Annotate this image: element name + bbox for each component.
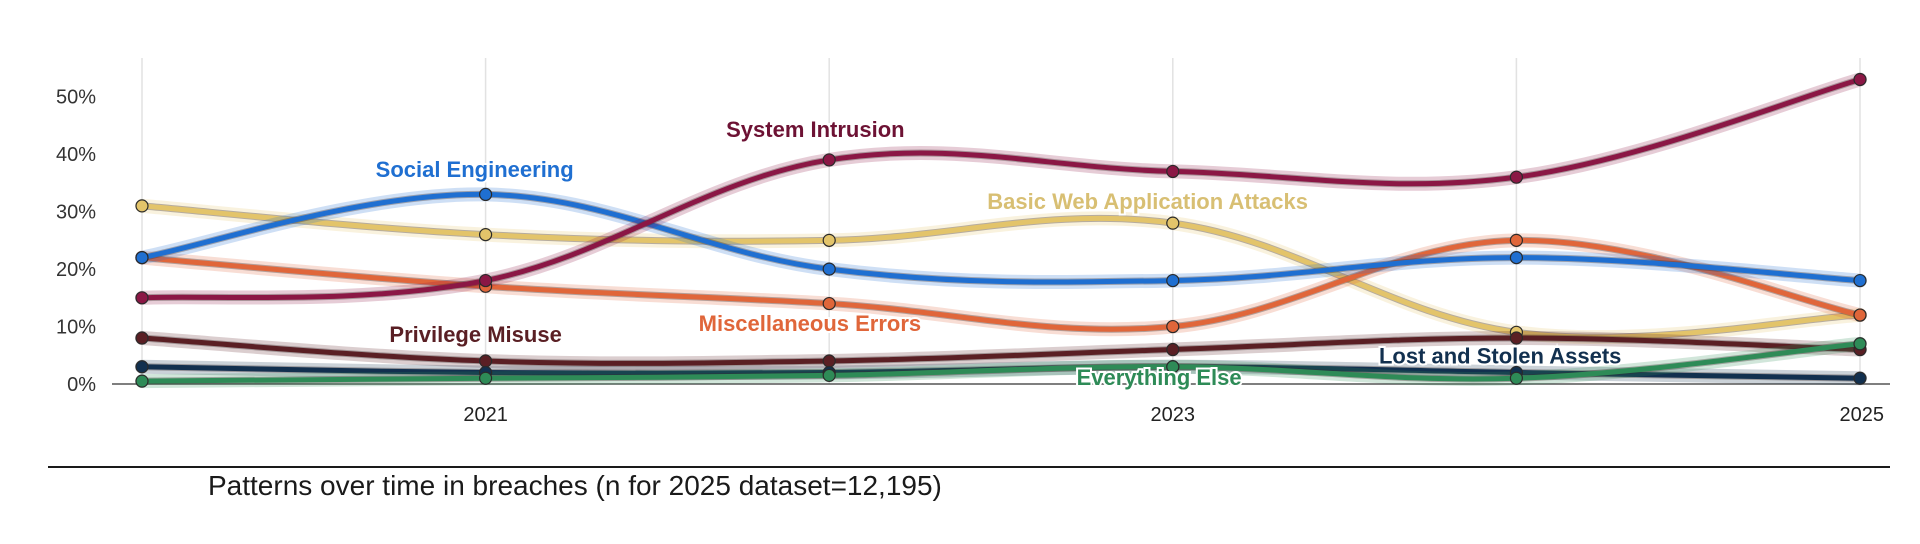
y-tick-label: 20% — [56, 259, 96, 281]
series-label-miscellaneous-errors: Miscellaneous Errors — [699, 311, 922, 336]
y-tick-label: 50% — [56, 87, 96, 109]
data-point-system-intrusion — [479, 273, 493, 288]
series-lines — [135, 72, 1867, 389]
x-tick-label: 2023 — [1151, 404, 1196, 426]
data-point-everything-else — [135, 374, 149, 388]
series-line-everything-else — [139, 341, 1863, 384]
data-point-privilege-misuse — [822, 354, 836, 368]
data-point-social-engineering — [479, 187, 493, 201]
y-axis: 0% 10% 20% 30% 40% 50% — [56, 87, 1890, 396]
data-point-privilege-misuse — [1166, 342, 1180, 357]
chart-caption: Patterns over time in breaches (n for 20… — [208, 470, 942, 501]
data-point-privilege-misuse — [479, 354, 493, 368]
data-point-privilege-misuse — [135, 331, 149, 345]
data-point-miscellaneous-errors — [1509, 233, 1524, 247]
data-point-social-engineering — [1509, 251, 1524, 265]
data-point-basic-web-application-attacks — [479, 228, 493, 242]
series-label-system-intrusion: System Intrusion — [726, 117, 904, 142]
data-point-miscellaneous-errors — [1853, 308, 1867, 322]
data-point-lost-and-stolen-assets — [1853, 371, 1867, 385]
data-point-basic-web-application-attacks — [1166, 216, 1180, 230]
y-tick-label: 40% — [56, 144, 96, 166]
data-point-system-intrusion — [135, 291, 149, 305]
series-line-social-engineering — [139, 191, 1863, 285]
data-point-miscellaneous-errors — [822, 296, 836, 311]
y-tick-label: 10% — [56, 317, 96, 339]
data-point-everything-else — [479, 371, 493, 385]
series-label-privilege-misuse: Privilege Misuse — [389, 322, 561, 347]
series-labels: System Intrusion Social Engineering Basic … — [374, 115, 1624, 392]
data-point-system-intrusion — [1853, 72, 1867, 87]
data-point-everything-else — [822, 368, 836, 382]
data-point-social-engineering — [1853, 273, 1867, 288]
data-point-system-intrusion — [822, 153, 836, 167]
series-label-social-engineering: Social Engineering — [376, 157, 574, 182]
series-markers — [135, 72, 1867, 388]
data-point-system-intrusion — [1166, 164, 1180, 179]
y-tick-label: 0% — [67, 374, 96, 396]
data-point-privilege-misuse — [1509, 331, 1524, 345]
series-line-miscellaneous-errors — [139, 237, 1863, 332]
caption-divider — [48, 466, 1890, 468]
series-line-privilege-misuse — [139, 335, 1863, 366]
data-point-everything-else — [1509, 371, 1524, 385]
series-label-everything-else: Everything Else — [1077, 365, 1242, 390]
data-point-system-intrusion — [1509, 170, 1524, 184]
gridlines — [141, 58, 1861, 384]
data-point-basic-web-application-attacks — [135, 199, 149, 213]
data-point-miscellaneous-errors — [1166, 319, 1180, 334]
series-label-lost-and-stolen-assets: Lost and Stolen Assets — [1379, 343, 1621, 368]
data-point-social-engineering — [135, 251, 149, 265]
data-point-basic-web-application-attacks — [822, 233, 836, 247]
data-point-everything-else — [1853, 337, 1867, 351]
data-point-everything-else — [1166, 360, 1180, 374]
x-tick-label: 2021 — [463, 404, 508, 426]
data-point-lost-and-stolen-assets — [135, 360, 149, 374]
series-label-basic-web-application-attacks: Basic Web Application Attacks — [987, 189, 1308, 214]
data-point-social-engineering — [1166, 273, 1180, 288]
series-line-system-intrusion — [139, 76, 1863, 301]
data-point-social-engineering — [822, 262, 836, 276]
y-tick-label: 30% — [56, 202, 96, 224]
x-axis: 2021 2023 2025 — [463, 404, 1884, 426]
x-tick-label: 2025 — [1840, 404, 1885, 426]
